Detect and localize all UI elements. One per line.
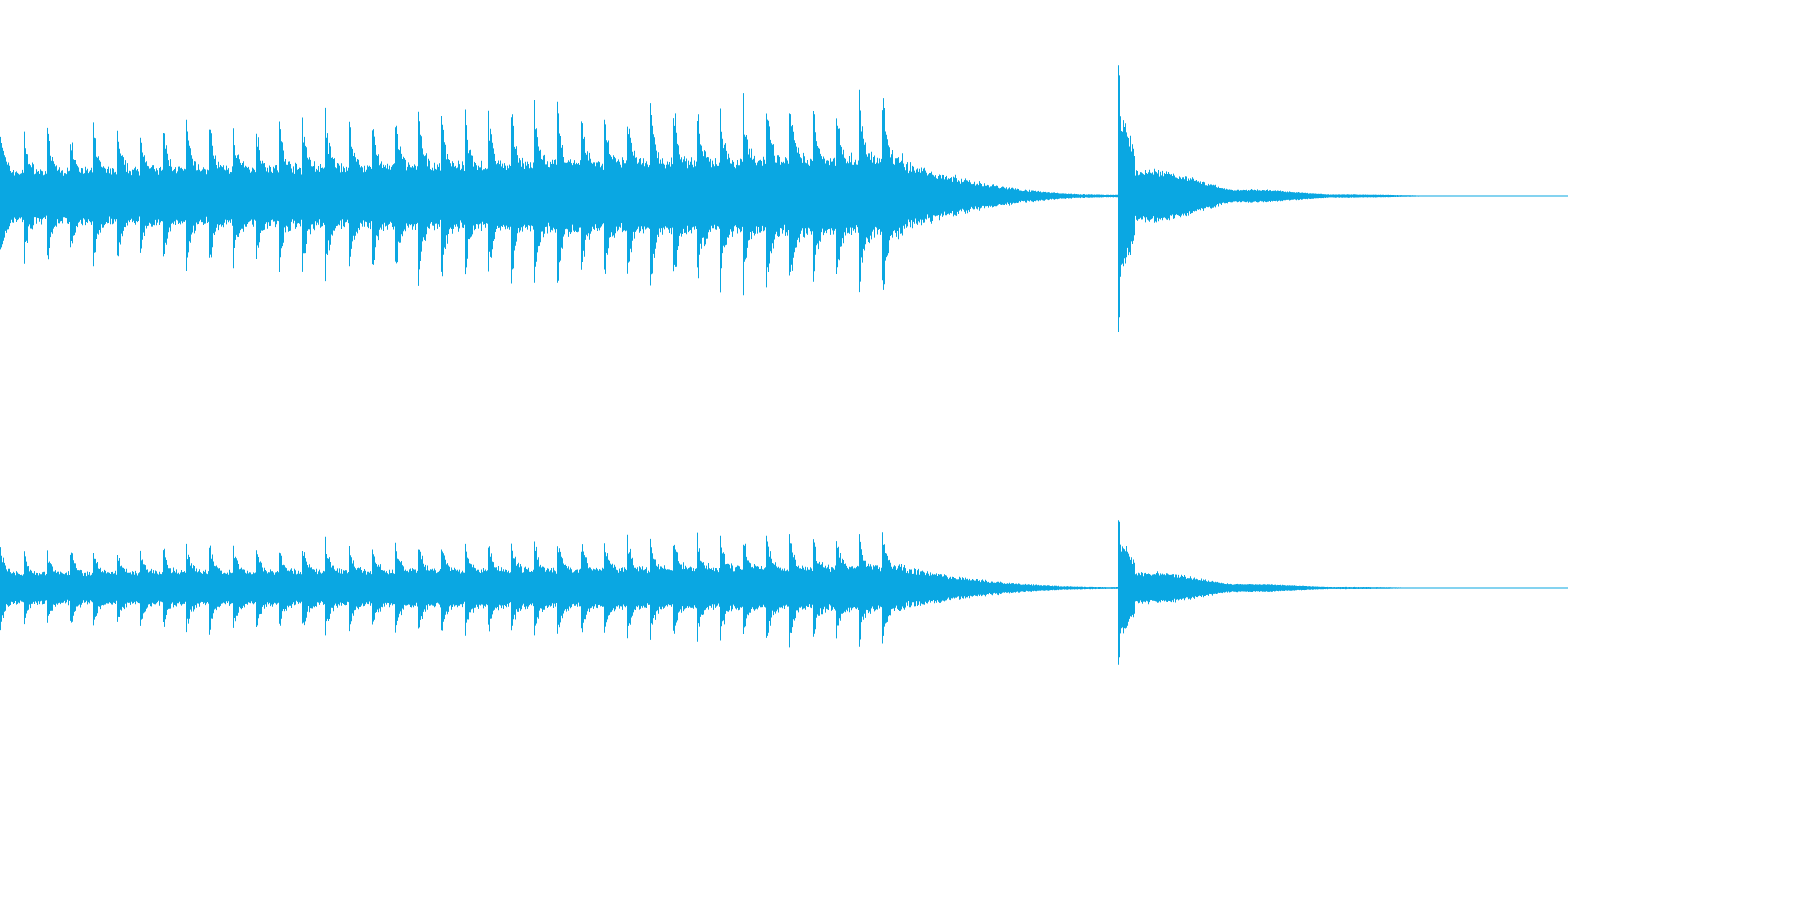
waveform-channel-bottom[interactable] [0,520,1568,665]
waveform-trace [0,65,1568,332]
waveform-view[interactable] [0,0,1568,784]
waveform-channel-top[interactable] [0,65,1568,332]
waveform-trace [0,520,1568,665]
